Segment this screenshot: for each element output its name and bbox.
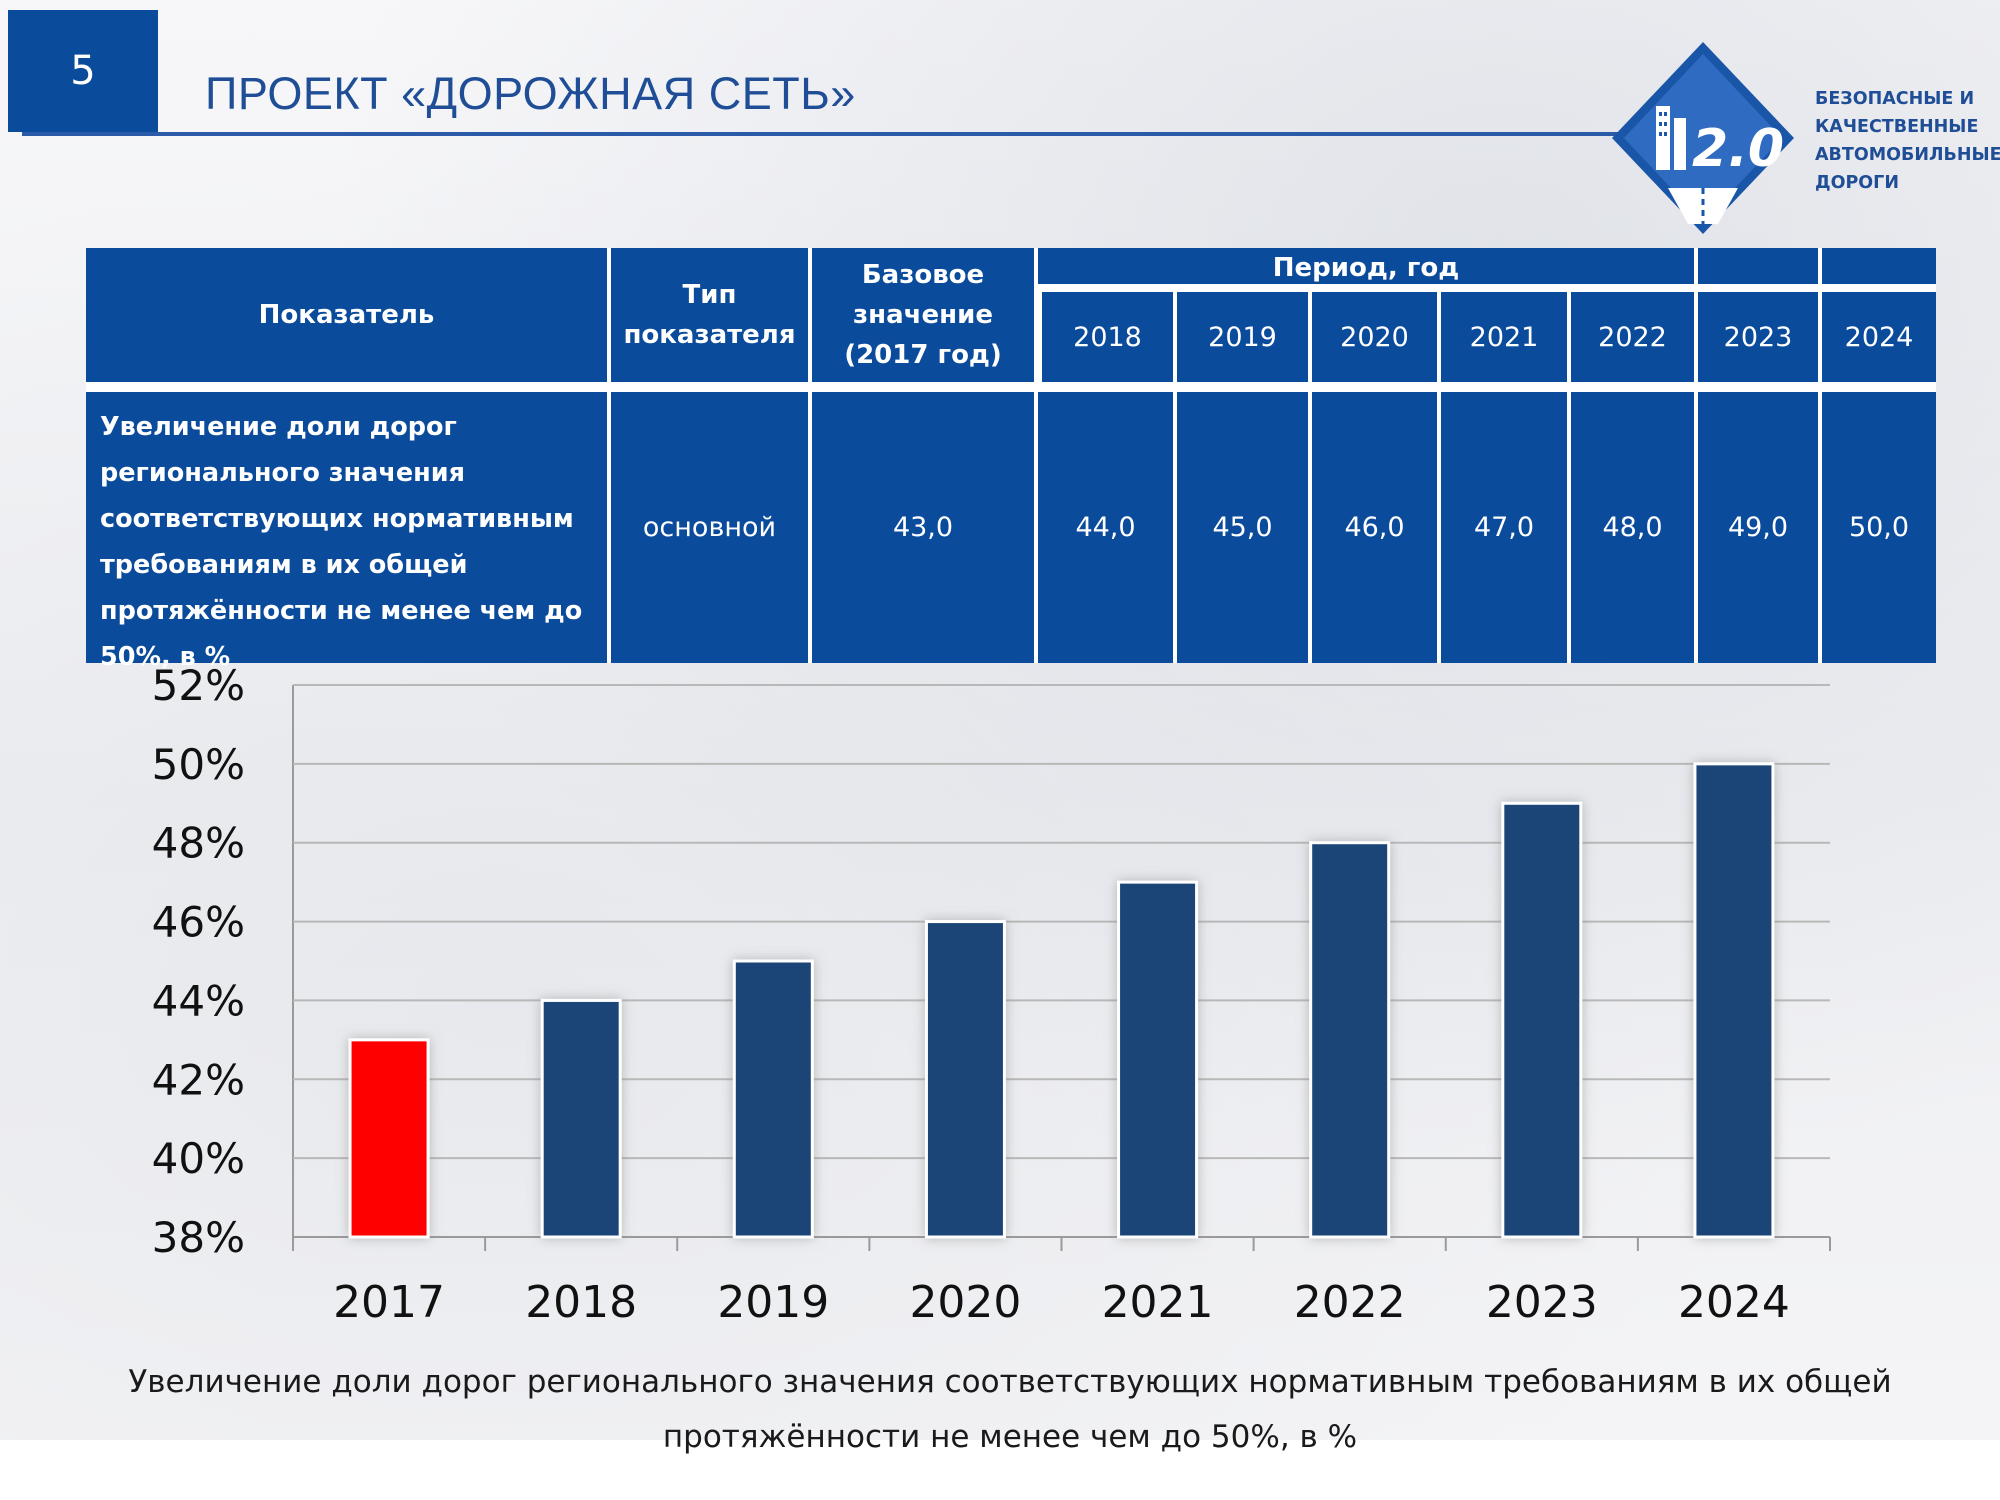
year-header: 2018 [1042, 292, 1173, 382]
row-year-value: 44,0 [1038, 392, 1173, 663]
x-tick-label: 2017 [333, 1277, 445, 1328]
x-tick-label: 2018 [525, 1277, 637, 1328]
x-tick-label: 2021 [1102, 1277, 1214, 1328]
header-period-filler [1698, 248, 1818, 284]
row-year-value: 45,0 [1177, 392, 1308, 663]
bar [924, 920, 1006, 1239]
x-tick-label: 2022 [1294, 1277, 1406, 1328]
x-tick-label: 2020 [909, 1277, 1021, 1328]
year-header: 2024 [1822, 292, 1936, 382]
logo-line: БЕЗОПАСНЫЕ И [1815, 89, 1975, 109]
year-header: 2022 [1571, 292, 1694, 382]
year-header: 2023 [1698, 292, 1818, 382]
header-type: Тип показателя [611, 248, 808, 382]
logo-line: ДОРОГИ [1815, 173, 1899, 193]
row-indicator: Увеличение доли дорог регионального знач… [86, 392, 607, 672]
caption-line: протяжённости не менее чем до 50%, в % [662, 1419, 1358, 1455]
y-tick-label: 38% [152, 1213, 245, 1262]
bar [1117, 880, 1199, 1239]
row-year-value: 47,0 [1441, 392, 1567, 663]
row-type: основной [611, 392, 808, 663]
header-period: Период, год [1038, 248, 1694, 284]
header-indicator: Показатель [86, 248, 607, 382]
y-tick-label: 42% [152, 1055, 245, 1104]
slide-number: 5 [8, 10, 158, 132]
bar [1309, 841, 1391, 1239]
chart-caption: Увеличение доли дорог регионального знач… [100, 1355, 1920, 1465]
logo-caption: БЕЗОПАСНЫЕ И КАЧЕСТВЕННЫЕ АВТОМОБИЛЬНЫЕ … [1815, 85, 2000, 197]
logo-line: КАЧЕСТВЕННЫЕ [1815, 117, 1979, 137]
header-period-filler [1822, 248, 1936, 284]
row-year-value: 46,0 [1312, 392, 1437, 663]
year-header: 2020 [1312, 292, 1437, 382]
x-tick-label: 2019 [717, 1277, 829, 1328]
header-base: Базовое значение (2017 год) [812, 248, 1034, 382]
title-divider [22, 132, 1702, 136]
y-tick-label: 46% [152, 898, 245, 947]
row-year-value: 50,0 [1822, 392, 1936, 663]
y-tick-label: 40% [152, 1134, 245, 1183]
bar [732, 959, 814, 1239]
row-base-value: 43,0 [812, 392, 1034, 663]
logo-line: АВТОМОБИЛЬНЫЕ [1815, 145, 2000, 165]
project-logo-icon: 2.0 [1612, 42, 1794, 234]
y-tick-label: 50% [152, 740, 245, 789]
caption-line: Увеличение доли дорог регионального знач… [128, 1364, 1892, 1400]
indicator-table: Показатель Тип показателя Базовое значен… [86, 248, 1936, 672]
page-title: ПРОЕКТ «ДОРОЖНАЯ СЕТЬ» [205, 68, 856, 119]
year-header: 2021 [1441, 292, 1567, 382]
y-tick-label: 52% [152, 661, 245, 710]
y-tick-label: 48% [152, 819, 245, 868]
bar [348, 1038, 430, 1239]
row-year-value: 49,0 [1698, 392, 1818, 663]
x-tick-label: 2023 [1486, 1277, 1598, 1328]
bar [1693, 762, 1775, 1239]
bar [1501, 801, 1583, 1239]
logo-badge-text: 2.0 [1692, 119, 1784, 179]
bar [540, 998, 622, 1239]
year-header: 2019 [1177, 292, 1308, 382]
y-tick-label: 44% [152, 976, 245, 1025]
x-tick-label: 2024 [1678, 1277, 1790, 1328]
row-year-value: 48,0 [1571, 392, 1694, 663]
